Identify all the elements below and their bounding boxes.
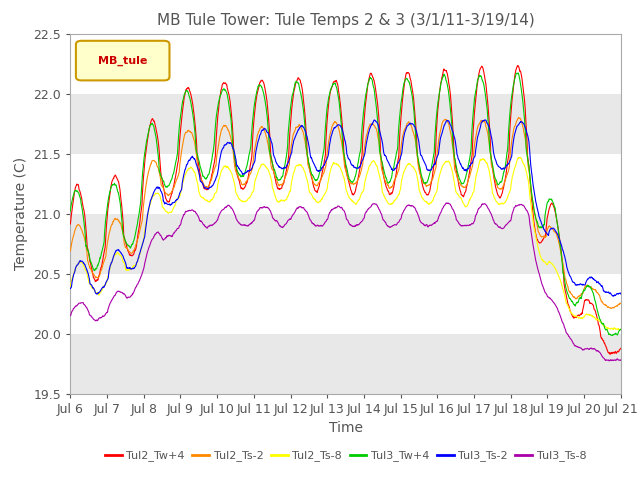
Bar [70,214,621,274]
Bar [70,274,621,334]
X-axis label: Time: Time [328,421,363,435]
Legend: Tul2_Tw+4, Tul2_Ts-2, Tul2_Ts-8, Tul3_Tw+4, Tul3_Ts-2, Tul3_Ts-8: Tul2_Tw+4, Tul2_Ts-2, Tul2_Ts-8, Tul3_Tw… [100,446,591,466]
Bar [70,334,621,394]
Text: MB_tule: MB_tule [98,56,147,66]
Y-axis label: Temperature (C): Temperature (C) [14,157,28,270]
Bar [70,154,621,214]
FancyBboxPatch shape [76,41,170,80]
Title: MB Tule Tower: Tule Temps 2 & 3 (3/1/11-3/19/14): MB Tule Tower: Tule Temps 2 & 3 (3/1/11-… [157,13,534,28]
Bar [70,94,621,154]
Bar [70,34,621,94]
